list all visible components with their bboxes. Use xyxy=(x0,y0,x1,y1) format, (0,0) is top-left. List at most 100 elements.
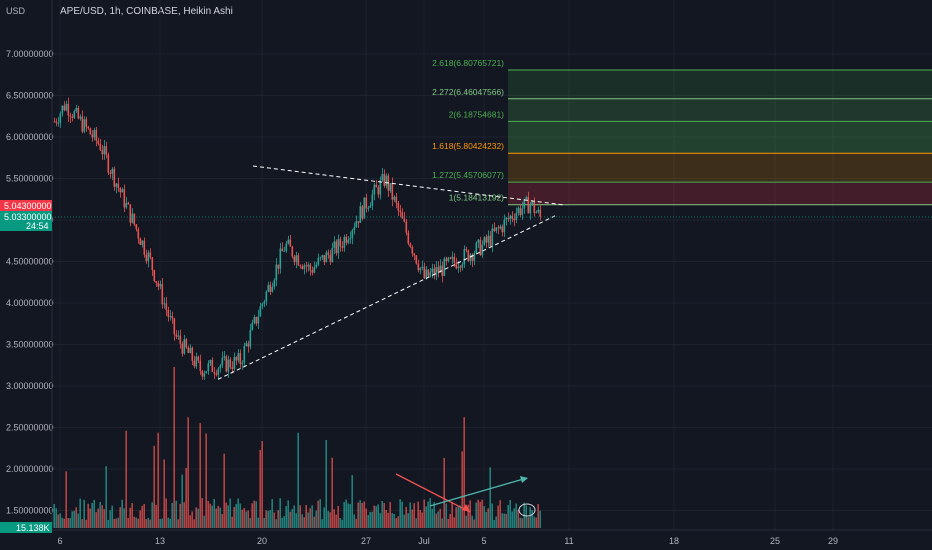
volume-bar xyxy=(53,503,55,528)
current-price-tag xyxy=(0,211,52,231)
volume-bar xyxy=(447,518,449,528)
volume-bar xyxy=(163,459,165,528)
candle-body xyxy=(131,213,134,223)
volume-bar xyxy=(137,518,139,528)
volume-bar xyxy=(379,513,381,528)
volume-bar xyxy=(425,506,427,528)
candle-body xyxy=(507,217,510,220)
candle-body xyxy=(241,362,244,365)
candle-body xyxy=(143,240,146,255)
volume-bar xyxy=(371,511,373,528)
volume-bar xyxy=(315,510,317,528)
candle-body xyxy=(279,248,282,269)
volume-bar xyxy=(55,508,57,528)
volume-bar xyxy=(233,506,235,528)
candle-body xyxy=(77,107,80,119)
candle-body xyxy=(219,365,222,369)
volume-bar xyxy=(131,503,133,528)
candle-body xyxy=(519,207,522,215)
volume-bar xyxy=(227,505,229,528)
candle-body xyxy=(309,264,312,271)
time-axis[interactable]: 6 13 20 27 Jul 5 11 18 25 29 xyxy=(52,529,932,546)
candle-body xyxy=(467,250,470,261)
volume-bar xyxy=(279,498,281,528)
volume-bar xyxy=(481,499,483,528)
volume-bar xyxy=(411,509,413,528)
volume-bar xyxy=(349,504,351,528)
volume-bar xyxy=(67,518,69,528)
volume-bar xyxy=(87,503,89,528)
volume-bar xyxy=(311,505,313,528)
candle-body xyxy=(221,357,224,366)
candle-body xyxy=(509,215,512,220)
volume-bar xyxy=(535,517,537,528)
volume-bar xyxy=(511,511,513,528)
volume-bar xyxy=(509,500,511,528)
volume-bar xyxy=(123,508,125,528)
candle-body xyxy=(499,226,502,229)
volume-bar xyxy=(467,504,469,528)
candle-body xyxy=(373,184,376,195)
volume-bar xyxy=(231,516,233,528)
volume-bar xyxy=(459,505,461,528)
volume-bar xyxy=(219,507,221,528)
candle-body xyxy=(513,218,516,221)
volume-bar xyxy=(161,518,163,528)
volume-bar xyxy=(115,518,117,528)
grid-lines xyxy=(52,0,932,530)
candle-body xyxy=(455,262,458,269)
volume-circle xyxy=(518,503,536,517)
candle-body xyxy=(457,266,460,269)
volume-up-arrowhead xyxy=(520,476,528,483)
fib-extension[interactable]: 2.618(6.80765721) 2.272(6.46047566) 2(6.18… xyxy=(432,58,932,206)
volume-bar xyxy=(57,514,59,528)
volume-bar xyxy=(377,504,379,528)
volume-bar xyxy=(351,475,353,528)
volume-bar xyxy=(305,505,307,528)
candle-body xyxy=(87,126,90,129)
candle-body xyxy=(185,339,188,348)
volume-bar xyxy=(265,510,267,528)
time-tick-label: 25 xyxy=(770,536,780,546)
volume-bar xyxy=(175,500,177,528)
candle-body xyxy=(423,266,426,279)
volume-bar xyxy=(155,504,157,528)
candle-body xyxy=(479,239,482,256)
volume-bar xyxy=(485,512,487,528)
candle-body xyxy=(523,198,526,209)
candle-body xyxy=(341,246,344,248)
volume-bar xyxy=(91,502,93,528)
volume-bar xyxy=(381,501,383,528)
candle-body xyxy=(383,173,386,186)
volume-bar xyxy=(63,518,65,528)
candle-body xyxy=(533,201,536,213)
volume-bar xyxy=(469,500,471,528)
candle-body xyxy=(445,258,448,262)
candle-body xyxy=(453,256,456,263)
candle-body xyxy=(99,143,102,151)
volume-bar xyxy=(213,498,215,528)
volume-bar xyxy=(347,503,349,528)
candle-body xyxy=(125,202,128,208)
trendlines[interactable] xyxy=(217,165,566,517)
candle-body xyxy=(497,227,500,229)
volume-bar xyxy=(267,510,269,528)
volume-bar xyxy=(329,512,331,528)
candle-body xyxy=(289,239,292,247)
volume-bar xyxy=(421,512,423,528)
candle-body xyxy=(427,269,430,277)
candle-body xyxy=(525,196,528,199)
candle-body xyxy=(303,265,306,269)
candle-body xyxy=(299,265,302,267)
volume-bar xyxy=(153,445,155,528)
volume-bar xyxy=(255,501,257,528)
candle-body xyxy=(367,207,370,209)
candle-body xyxy=(171,316,174,319)
candle-body xyxy=(187,347,190,353)
volume-bar xyxy=(193,519,195,528)
price-axis[interactable]: 7.00000000 6.50000000 6.00000000 5.50000000… xyxy=(6,0,54,530)
candle-body xyxy=(263,301,266,304)
volume-bar xyxy=(165,498,167,528)
volume-bar xyxy=(525,505,527,528)
